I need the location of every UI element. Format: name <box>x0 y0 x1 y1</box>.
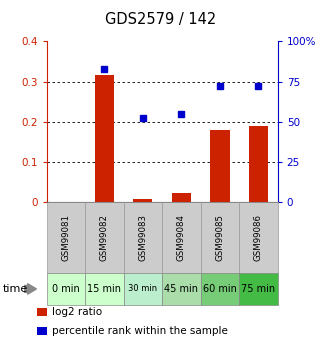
Bar <box>124 273 162 305</box>
Text: 75 min: 75 min <box>241 284 275 294</box>
Bar <box>85 202 124 273</box>
Text: GSM99083: GSM99083 <box>138 214 147 261</box>
Bar <box>133 199 152 202</box>
Bar <box>201 273 239 305</box>
Text: GSM99085: GSM99085 <box>215 214 224 261</box>
Bar <box>95 76 114 202</box>
Bar <box>162 273 201 305</box>
Bar <box>85 273 124 305</box>
Text: GSM99086: GSM99086 <box>254 214 263 261</box>
Bar <box>124 202 162 273</box>
Bar <box>239 202 278 273</box>
Text: percentile rank within the sample: percentile rank within the sample <box>52 326 228 336</box>
Text: 15 min: 15 min <box>87 284 121 294</box>
Text: 30 min: 30 min <box>128 284 157 294</box>
Bar <box>162 202 201 273</box>
Text: GSM99084: GSM99084 <box>177 214 186 261</box>
Text: 45 min: 45 min <box>164 284 198 294</box>
Bar <box>201 202 239 273</box>
Text: GSM99082: GSM99082 <box>100 214 109 261</box>
Bar <box>172 193 191 202</box>
Bar <box>210 130 230 202</box>
Bar <box>249 126 268 202</box>
Text: GSM99081: GSM99081 <box>61 214 70 261</box>
Text: GDS2579 / 142: GDS2579 / 142 <box>105 12 216 27</box>
Text: log2 ratio: log2 ratio <box>52 307 102 317</box>
Bar <box>239 273 278 305</box>
FancyArrow shape <box>24 284 37 294</box>
Text: 0 min: 0 min <box>52 284 80 294</box>
Bar <box>47 202 85 273</box>
Text: 60 min: 60 min <box>203 284 237 294</box>
Bar <box>47 273 85 305</box>
Text: time: time <box>3 284 29 294</box>
